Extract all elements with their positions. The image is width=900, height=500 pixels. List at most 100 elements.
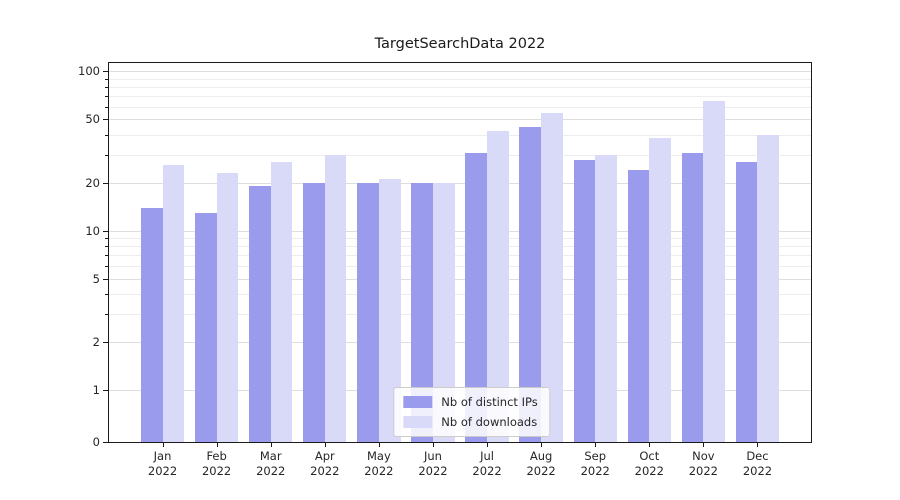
- bar: [487, 131, 509, 442]
- x-tick-year: 2022: [742, 464, 773, 478]
- gridline-major: [109, 278, 811, 280]
- x-tick-mark: [162, 443, 164, 447]
- y-tick-label: 50: [85, 112, 100, 127]
- y-tick-mark: [103, 119, 108, 121]
- x-tick-year: 2022: [418, 464, 448, 478]
- x-tick-mark: [649, 443, 651, 447]
- y-tick-mark-minor: [105, 246, 108, 248]
- bar: [681, 152, 704, 442]
- y-tick-mark: [103, 230, 108, 232]
- legend: Nb of distinct IPs Nb of downloads: [393, 387, 551, 437]
- y-tick-mark-minor: [105, 294, 108, 296]
- legend-swatch: [403, 416, 433, 428]
- x-tick-label: May 2022: [347, 449, 411, 479]
- gridline-minor: [109, 255, 811, 257]
- bar: [162, 164, 185, 442]
- bar: [465, 152, 488, 442]
- legend-label: Nb of distinct IPs: [441, 395, 538, 409]
- x-tick-label: Mar 2022: [239, 449, 303, 479]
- x-tick-mark: [324, 443, 326, 447]
- x-tick-year: 2022: [526, 464, 556, 478]
- gridline-minor: [109, 238, 811, 240]
- y-tick-mark: [103, 182, 108, 184]
- bar: [757, 134, 780, 442]
- gridline-minor: [109, 78, 811, 80]
- y-tick-label: 5: [92, 271, 100, 286]
- x-tick-label: Sep 2022: [563, 449, 627, 479]
- x-tick-label: Oct 2022: [617, 449, 681, 479]
- x-tick-mark: [595, 443, 597, 447]
- y-tick-mark-minor: [105, 266, 108, 268]
- plot-area: Nb of distinct IPs Nb of downloads: [108, 62, 812, 443]
- gridline-major: [109, 71, 811, 73]
- y-tick-label: 1: [92, 383, 100, 398]
- gridline-minor: [109, 266, 811, 268]
- bar: [249, 186, 271, 442]
- x-tick-year: 2022: [147, 464, 178, 478]
- y-tick-mark-minor: [105, 255, 108, 257]
- y-tick-mark: [103, 390, 108, 392]
- y-tick-mark-minor: [105, 238, 108, 240]
- x-tick-label: Jul 2022: [455, 449, 519, 479]
- x-tick-mark: [757, 443, 759, 447]
- bar: [595, 154, 617, 442]
- bar: [573, 159, 596, 442]
- y-tick-label: 2: [92, 335, 100, 350]
- bar: [541, 112, 563, 442]
- x-tick-mark: [270, 443, 272, 447]
- x-tick-mark: [541, 443, 543, 447]
- gridline-major: [109, 230, 811, 232]
- y-tick-label: 20: [85, 175, 100, 190]
- gridline-minor: [109, 294, 811, 296]
- bar: [303, 182, 325, 442]
- bar: [324, 154, 347, 442]
- bar: [735, 162, 758, 442]
- gridline-major: [109, 182, 811, 184]
- bar: [216, 173, 239, 442]
- y-tick-label: 0: [92, 435, 100, 449]
- y-tick-mark: [103, 442, 108, 443]
- gridline-minor: [109, 246, 811, 248]
- gridline-major: [109, 342, 811, 344]
- bar: [649, 138, 671, 442]
- x-tick-year: 2022: [580, 464, 610, 478]
- y-tick-mark-minor: [105, 134, 108, 136]
- gridline-minor: [109, 314, 811, 316]
- gridline-minor: [109, 154, 811, 156]
- gridline-minor: [109, 106, 811, 108]
- x-tick-label: Dec 2022: [725, 449, 789, 479]
- x-tick-mark: [216, 443, 218, 447]
- y-tick-mark: [103, 278, 108, 280]
- gridline-minor: [109, 86, 811, 88]
- y-tick-mark-minor: [105, 314, 108, 316]
- bar: [194, 212, 217, 442]
- bar: [432, 182, 455, 442]
- x-tick-year: 2022: [364, 464, 394, 478]
- x-tick-year: 2022: [201, 464, 232, 478]
- x-tick-label: Nov 2022: [671, 449, 735, 479]
- gridline-minor: [109, 134, 811, 136]
- bar: [627, 170, 650, 442]
- bar: [378, 179, 401, 442]
- x-tick-mark: [432, 443, 434, 447]
- chart-title: TargetSearchData 2022: [374, 36, 546, 52]
- x-tick-label: Jun 2022: [401, 449, 465, 479]
- y-tick-mark-minor: [105, 78, 108, 80]
- y-tick-mark-minor: [105, 154, 108, 156]
- x-tick-label: Feb 2022: [185, 449, 249, 479]
- bar: [140, 207, 163, 442]
- y-tick-mark-minor: [105, 96, 108, 98]
- legend-item: Nb of distinct IPs: [403, 395, 538, 409]
- y-tick-mark-minor: [105, 106, 108, 108]
- x-tick-mark: [703, 443, 705, 447]
- bar: [411, 182, 433, 442]
- bar: [703, 101, 725, 442]
- legend-item: Nb of downloads: [403, 415, 537, 429]
- x-tick-year: 2022: [310, 464, 340, 478]
- x-tick-label: Aug 2022: [509, 449, 573, 479]
- x-tick-mark: [378, 443, 380, 447]
- y-tick-mark: [103, 342, 108, 344]
- x-tick-label: Jan 2022: [131, 449, 195, 479]
- x-tick-year: 2022: [634, 464, 664, 478]
